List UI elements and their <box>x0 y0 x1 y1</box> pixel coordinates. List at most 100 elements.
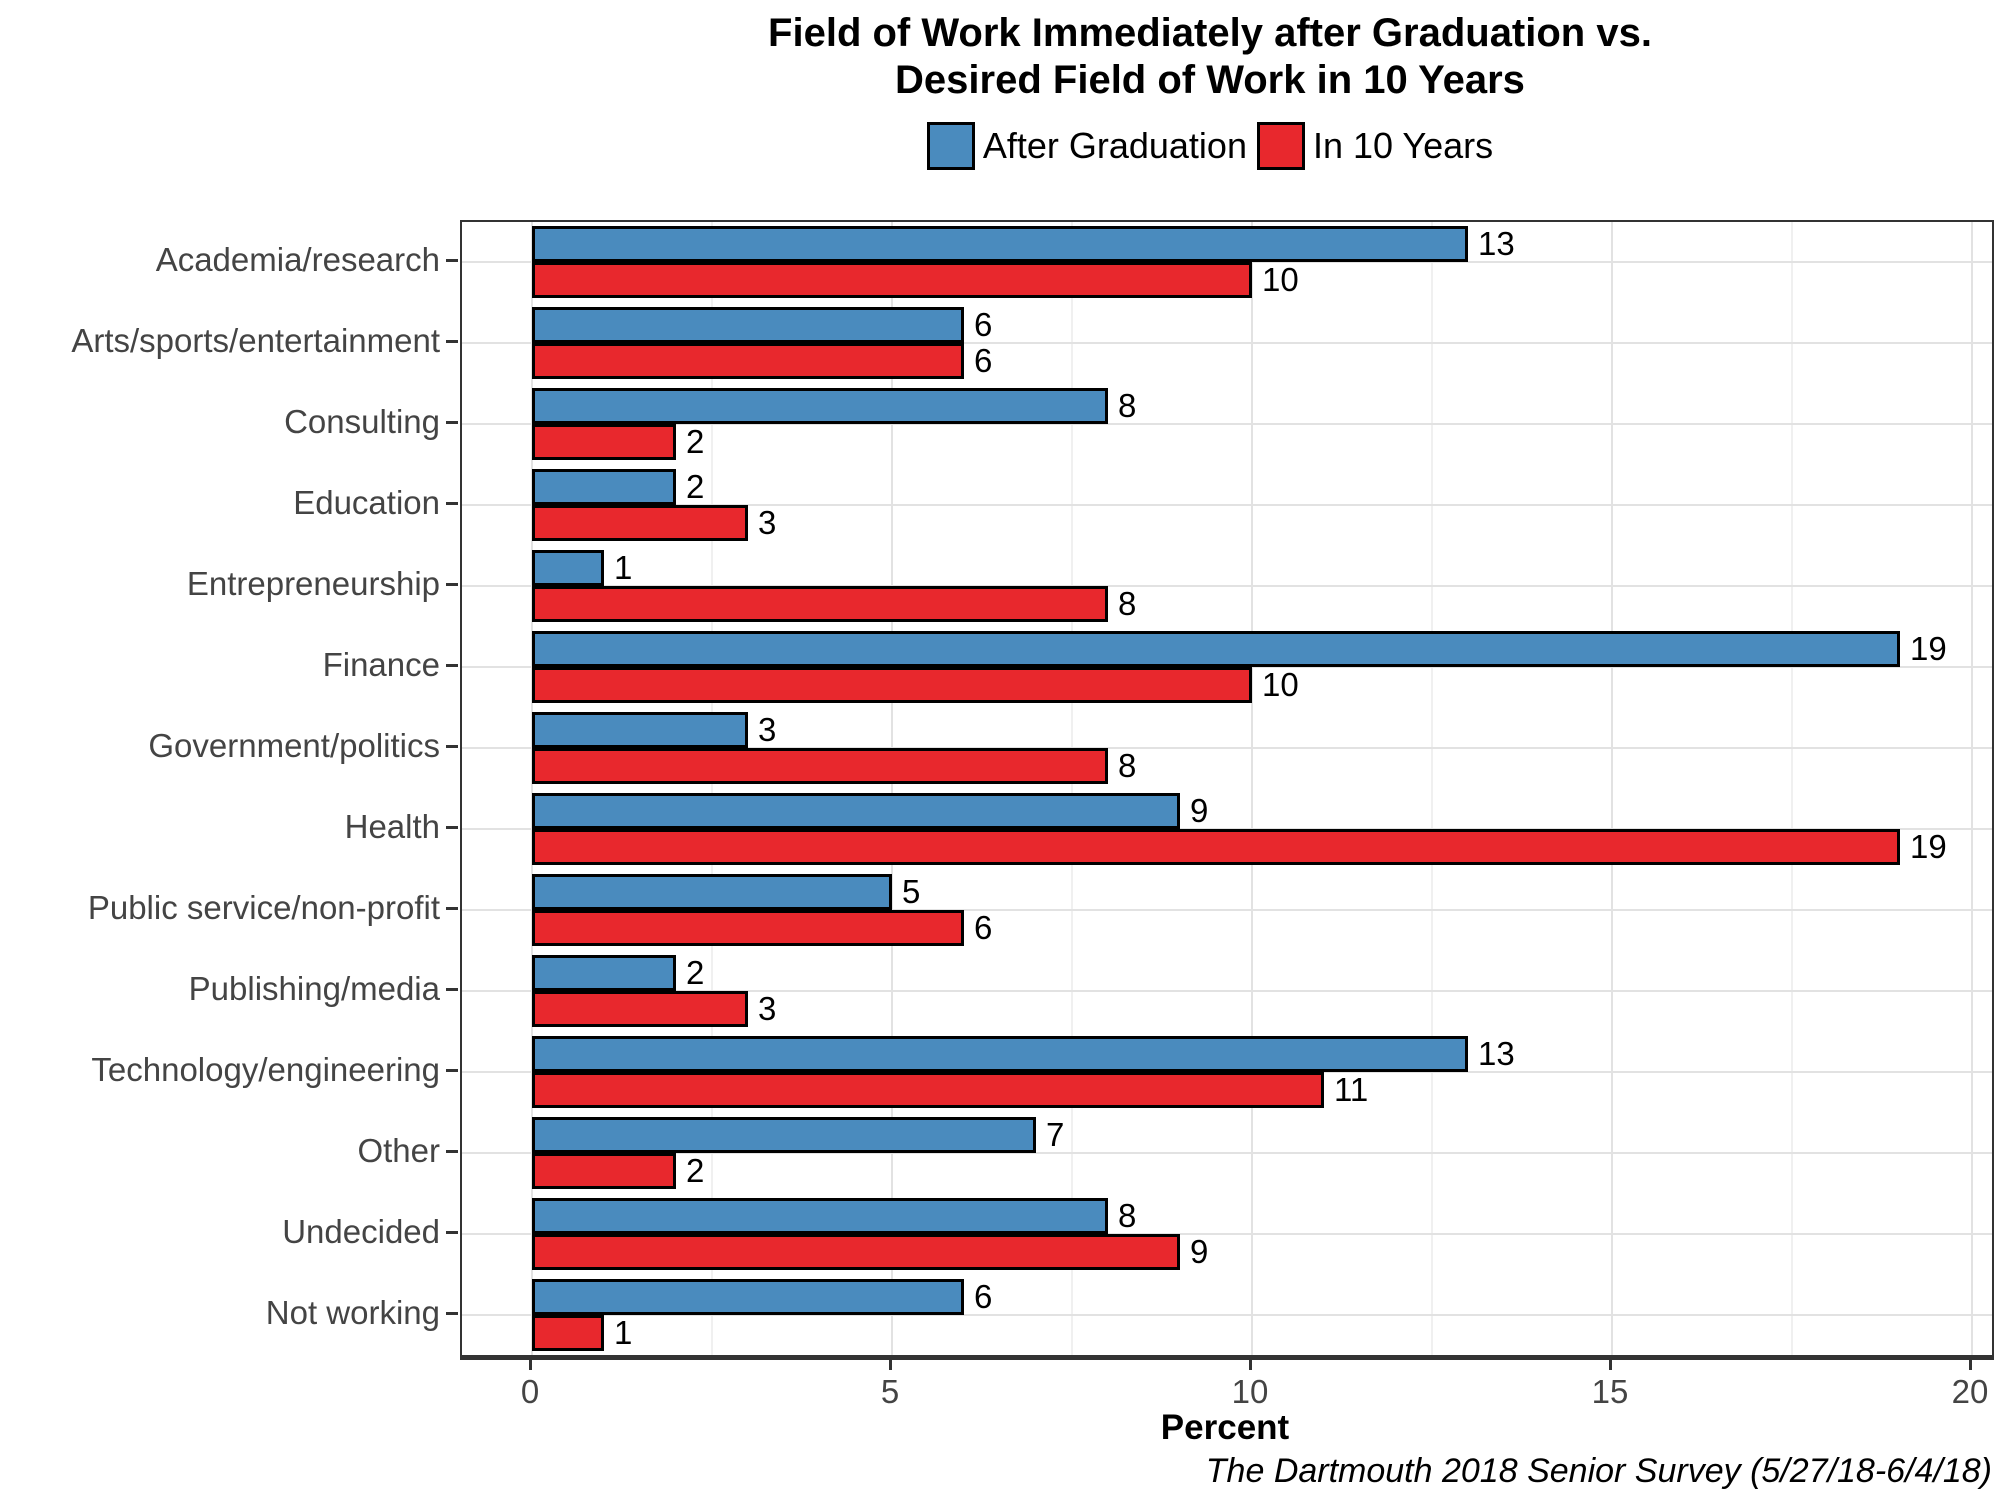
bar-value-label: 10 <box>1262 666 1299 704</box>
gridline-major-horizontal <box>462 585 1992 588</box>
bar-in-10-years <box>532 343 964 380</box>
bar-value-label: 7 <box>1046 1115 1065 1153</box>
legend-label: In 10 Years <box>1312 125 1494 166</box>
gridline-major-vertical <box>1251 222 1253 1355</box>
bar-after-graduation <box>532 1116 1036 1153</box>
category-label: Consulting <box>284 403 440 441</box>
bar-in-10-years <box>532 424 676 461</box>
bar-after-graduation <box>532 1035 1468 1072</box>
bar-after-graduation <box>532 226 1468 263</box>
gridline-major-vertical <box>891 222 893 1355</box>
bar-value-label: 1 <box>614 549 633 587</box>
bar-in-10-years <box>532 990 748 1027</box>
category-label: Finance <box>322 646 440 684</box>
y-tick-mark <box>446 1149 458 1153</box>
category-label: Health <box>344 807 440 845</box>
y-tick-mark <box>446 259 458 263</box>
category-label: Government/politics <box>148 727 440 765</box>
bar-value-label: 19 <box>1910 630 1947 668</box>
category-label: Academia/research <box>155 241 440 279</box>
bar-in-10-years <box>532 262 1252 299</box>
category-label: Not working <box>265 1293 440 1331</box>
gridline-minor-vertical <box>1431 222 1433 1355</box>
bar-value-label: 8 <box>1118 585 1137 623</box>
gridline-major-horizontal <box>462 423 1992 426</box>
x-tick-label: 5 <box>880 1373 900 1410</box>
bar-in-10-years <box>532 1314 604 1351</box>
bar-after-graduation <box>532 954 676 991</box>
bar-after-graduation <box>532 1197 1108 1234</box>
bar-value-label: 9 <box>1190 1232 1209 1270</box>
category-label: Arts/sports/entertainment <box>71 322 440 360</box>
bar-after-graduation <box>532 469 676 506</box>
bar-after-graduation <box>532 712 748 749</box>
bar-after-graduation <box>532 550 604 587</box>
y-tick-mark <box>446 1230 458 1234</box>
bar-value-label: 1 <box>614 1313 633 1351</box>
legend-key <box>1256 122 1305 170</box>
gridline-major-horizontal <box>462 989 1992 992</box>
chart-title-line1: Field of Work Immediately after Graduati… <box>768 11 1652 55</box>
bar-value-label: 13 <box>1478 225 1515 263</box>
gridline-major-horizontal <box>462 504 1992 507</box>
x-tick-label: 0 <box>520 1373 540 1410</box>
y-tick-mark <box>446 745 458 749</box>
bar-in-10-years <box>532 828 1900 865</box>
bar-after-graduation <box>532 873 892 910</box>
gridline-minor-vertical <box>1791 222 1793 1355</box>
bar-value-label: 10 <box>1262 261 1299 299</box>
gridline-major-horizontal <box>462 1313 1992 1316</box>
bar-in-10-years <box>532 1152 676 1189</box>
bar-value-label: 6 <box>974 908 993 946</box>
bar-value-label: 13 <box>1478 1034 1515 1072</box>
gridline-major-horizontal <box>462 747 1992 750</box>
category-label: Entrepreneurship <box>186 565 440 603</box>
category-label: Other <box>357 1131 440 1169</box>
y-tick-mark <box>446 906 458 910</box>
gridline-major-horizontal <box>462 1151 1992 1154</box>
gridline-major-vertical <box>531 222 533 1355</box>
legend-item-after-graduation: After Graduation <box>926 122 1247 170</box>
chart-caption: The Dartmouth 2018 Senior Survey (5/27/1… <box>1205 1452 1992 1490</box>
y-tick-mark <box>446 1311 458 1315</box>
bar-value-label: 19 <box>1910 827 1947 865</box>
bar-in-10-years <box>532 748 1108 785</box>
gridline-major-vertical <box>1611 222 1613 1355</box>
bar-in-10-years <box>532 1233 1180 1270</box>
legend-label: After Graduation <box>982 125 1247 166</box>
bar-value-label: 6 <box>974 1277 993 1315</box>
y-tick-mark <box>446 825 458 829</box>
x-tick-label: 15 <box>1591 1373 1629 1410</box>
chart-title: Field of Work Immediately after Graduati… <box>430 10 1990 104</box>
plot-panel: 13 10 6 6 8 2 2 3 1 8 19 10 3 8 9 19 5 6 2 3 13 11 7 2 8 9 6 1 <box>460 220 1994 1360</box>
chart-legend: After Graduation In 10 Years <box>430 120 1990 172</box>
bar-in-10-years <box>532 505 748 542</box>
category-label: Undecided <box>282 1212 440 1250</box>
y-tick-mark <box>446 340 458 344</box>
category-label: Publishing/media <box>188 969 440 1007</box>
gridline-major-horizontal <box>462 1232 1992 1235</box>
x-axis-title: Percent <box>1160 1408 1290 1447</box>
bar-value-label: 2 <box>686 1151 705 1189</box>
x-tick-mark <box>1248 1358 1252 1370</box>
gridline-minor-vertical <box>711 222 713 1355</box>
x-tick-mark <box>1968 1358 1972 1370</box>
category-label: Education <box>293 484 440 522</box>
bar-value-label: 5 <box>902 872 921 910</box>
bar-value-label: 2 <box>686 468 705 506</box>
y-tick-mark <box>446 502 458 506</box>
bar-in-10-years <box>532 667 1252 704</box>
legend-key <box>926 122 975 170</box>
bar-value-label: 11 <box>1334 1070 1369 1108</box>
bar-value-label: 3 <box>758 711 777 749</box>
x-tick-mark <box>1608 1358 1612 1370</box>
bar-value-label: 6 <box>974 342 993 380</box>
x-tick-label: 10 <box>1231 1373 1269 1410</box>
bar-value-label: 6 <box>974 306 993 344</box>
bar-value-label: 3 <box>758 989 777 1027</box>
category-label: Public service/non-profit <box>87 888 440 926</box>
y-tick-mark <box>446 987 458 991</box>
bar-value-label: 2 <box>686 423 705 461</box>
x-tick-mark <box>528 1358 532 1370</box>
